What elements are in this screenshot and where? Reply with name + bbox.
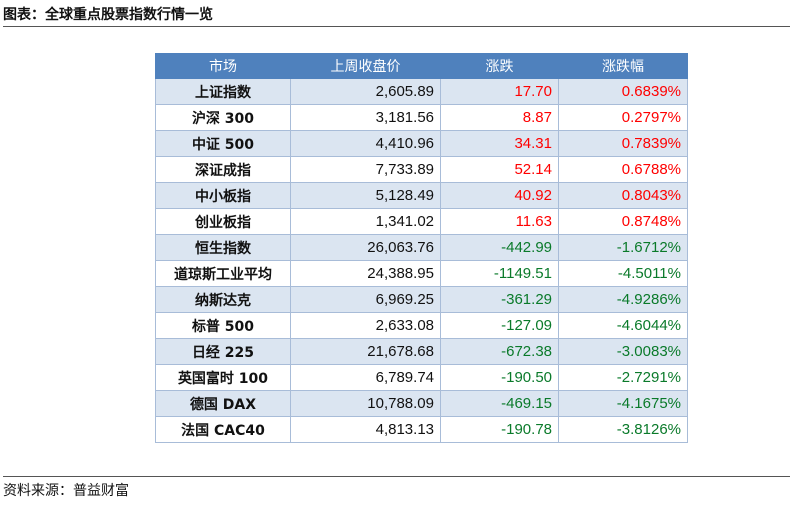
market-cell: 英国富时 100	[155, 364, 291, 391]
market-cell: 中小板指	[155, 182, 291, 209]
header-close: 上周收盘价	[290, 53, 441, 79]
pct-cell: -4.5011%	[558, 260, 688, 287]
table-row: 标普 500 2,633.08 -127.09 -4.6044%	[155, 312, 688, 339]
change-cell: 40.92	[440, 182, 559, 209]
close-cell: 21,678.68	[290, 338, 441, 365]
close-cell: 6,969.25	[290, 286, 441, 313]
close-cell: 4,813.13	[290, 416, 441, 443]
pct-cell: -4.6044%	[558, 312, 688, 339]
market-cell: 标普 500	[155, 312, 291, 339]
market-cell: 沪深 300	[155, 104, 291, 131]
close-cell: 7,733.89	[290, 156, 441, 183]
pct-cell: 0.6839%	[558, 78, 688, 105]
change-cell: -672.38	[440, 338, 559, 365]
table-row: 德国 DAX 10,788.09 -469.15 -4.1675%	[155, 390, 688, 417]
market-cell: 道琼斯工业平均	[155, 260, 291, 287]
close-cell: 4,410.96	[290, 130, 441, 157]
table-row: 深证成指 7,733.89 52.14 0.6788%	[155, 156, 688, 183]
market-cell: 上证指数	[155, 78, 291, 105]
pct-cell: 0.6788%	[558, 156, 688, 183]
close-cell: 26,063.76	[290, 234, 441, 261]
market-cell: 纳斯达克	[155, 286, 291, 313]
table-row: 英国富时 100 6,789.74 -190.50 -2.7291%	[155, 364, 688, 391]
figure-title: 图表：全球重点股票指数行情一览	[3, 4, 790, 27]
change-cell: -469.15	[440, 390, 559, 417]
header-market: 市场	[155, 53, 291, 79]
close-cell: 24,388.95	[290, 260, 441, 287]
change-cell: -190.78	[440, 416, 559, 443]
pct-cell: 0.2797%	[558, 104, 688, 131]
source-note: 资料来源：普益财富	[3, 476, 790, 505]
header-change: 涨跌	[440, 53, 559, 79]
close-cell: 6,789.74	[290, 364, 441, 391]
pct-cell: -4.9286%	[558, 286, 688, 313]
change-cell: 34.31	[440, 130, 559, 157]
index-table-container: 市场 上周收盘价 涨跌 涨跌幅 上证指数 2,605.89 17.70 0.6839%…	[155, 53, 688, 443]
change-cell: 11.63	[440, 208, 559, 235]
pct-cell: -3.0083%	[558, 338, 688, 365]
table-row: 日经 225 21,678.68 -672.38 -3.0083%	[155, 338, 688, 365]
pct-cell: -1.6712%	[558, 234, 688, 261]
pct-cell: -2.7291%	[558, 364, 688, 391]
table-row: 中证 500 4,410.96 34.31 0.7839%	[155, 130, 688, 157]
change-cell: -361.29	[440, 286, 559, 313]
table-row: 上证指数 2,605.89 17.70 0.6839%	[155, 78, 688, 105]
table-row: 法国 CAC40 4,813.13 -190.78 -3.8126%	[155, 416, 688, 443]
table-row: 沪深 300 3,181.56 8.87 0.2797%	[155, 104, 688, 131]
close-cell: 2,633.08	[290, 312, 441, 339]
pct-cell: -4.1675%	[558, 390, 688, 417]
change-cell: -190.50	[440, 364, 559, 391]
index-table: 市场 上周收盘价 涨跌 涨跌幅 上证指数 2,605.89 17.70 0.6839%…	[155, 53, 688, 443]
header-pct: 涨跌幅	[558, 53, 688, 79]
market-cell: 深证成指	[155, 156, 291, 183]
table-row: 恒生指数 26,063.76 -442.99 -1.6712%	[155, 234, 688, 261]
close-cell: 5,128.49	[290, 182, 441, 209]
pct-cell: 0.7839%	[558, 130, 688, 157]
close-cell: 10,788.09	[290, 390, 441, 417]
table-row: 纳斯达克 6,969.25 -361.29 -4.9286%	[155, 286, 688, 313]
change-cell: 17.70	[440, 78, 559, 105]
market-cell: 恒生指数	[155, 234, 291, 261]
pct-cell: -3.8126%	[558, 416, 688, 443]
pct-cell: 0.8748%	[558, 208, 688, 235]
table-header-row: 市场 上周收盘价 涨跌 涨跌幅	[155, 53, 688, 79]
market-cell: 德国 DAX	[155, 390, 291, 417]
market-cell: 法国 CAC40	[155, 416, 291, 443]
change-cell: 8.87	[440, 104, 559, 131]
market-cell: 日经 225	[155, 338, 291, 365]
change-cell: -442.99	[440, 234, 559, 261]
close-cell: 1,341.02	[290, 208, 441, 235]
close-cell: 3,181.56	[290, 104, 441, 131]
change-cell: 52.14	[440, 156, 559, 183]
table-row: 中小板指 5,128.49 40.92 0.8043%	[155, 182, 688, 209]
market-cell: 中证 500	[155, 130, 291, 157]
table-row: 创业板指 1,341.02 11.63 0.8748%	[155, 208, 688, 235]
change-cell: -1149.51	[440, 260, 559, 287]
change-cell: -127.09	[440, 312, 559, 339]
market-cell: 创业板指	[155, 208, 291, 235]
pct-cell: 0.8043%	[558, 182, 688, 209]
close-cell: 2,605.89	[290, 78, 441, 105]
table-row: 道琼斯工业平均 24,388.95 -1149.51 -4.5011%	[155, 260, 688, 287]
